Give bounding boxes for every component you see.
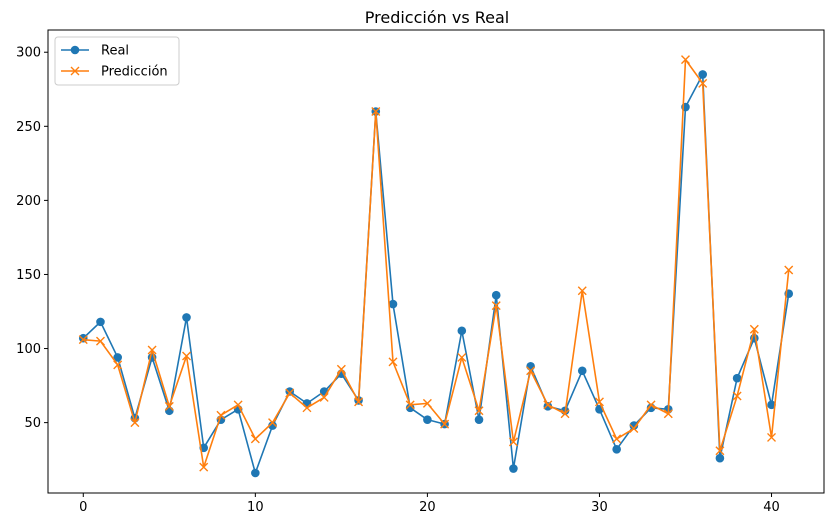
data-point-prediccion	[629, 424, 639, 434]
y-tick-label: 50	[24, 416, 41, 431]
data-point-real	[732, 373, 742, 383]
data-point-real	[698, 70, 707, 79]
x-tick-label: 40	[763, 500, 780, 515]
data-point-prediccion	[147, 345, 157, 355]
data-point-prediccion	[371, 106, 381, 116]
data-point-real	[165, 406, 174, 416]
x-tick-label: 0	[79, 500, 87, 515]
data-point-prediccion	[612, 434, 622, 444]
legend-box	[54, 36, 180, 86]
data-point-prediccion	[594, 397, 604, 407]
series-prediccion	[78, 55, 794, 472]
data-point-prediccion	[250, 434, 260, 444]
data-point-prediccion	[749, 324, 759, 334]
data-point-real	[423, 415, 432, 424]
data-point-prediccion	[474, 406, 484, 416]
data-point-real	[474, 415, 484, 424]
data-point-prediccion	[457, 352, 467, 362]
y-tick-label: 300	[16, 46, 41, 61]
data-point-real	[509, 464, 518, 473]
data-point-real	[543, 402, 553, 411]
data-point-prediccion	[577, 286, 587, 296]
data-point-prediccion	[422, 398, 432, 408]
series-line-prediccion	[83, 58, 790, 468]
y-tick-label: 150	[16, 268, 41, 283]
data-point-prediccion	[732, 391, 742, 401]
data-point-prediccion	[302, 403, 312, 413]
data-point-real	[612, 444, 621, 454]
data-point-prediccion	[199, 462, 209, 472]
x-tick-label: 30	[591, 500, 608, 515]
legend-item-prediccion: Predicción	[61, 65, 168, 80]
data-point-prediccion	[663, 409, 673, 419]
data-point-real	[96, 317, 105, 327]
data-point-real	[78, 333, 88, 343]
data-point-prediccion	[354, 397, 364, 407]
data-point-prediccion	[698, 78, 708, 88]
data-point-prediccion	[233, 400, 243, 410]
data-point-real	[629, 421, 639, 430]
series-layer	[78, 55, 794, 478]
data-point-real	[577, 366, 587, 376]
data-point-prediccion	[268, 418, 278, 428]
data-point-real	[405, 403, 415, 413]
y-tick-label: 100	[16, 342, 41, 357]
data-point-prediccion	[784, 265, 794, 275]
x-tick-label: 10	[247, 500, 264, 515]
legend-marker-prediccion	[70, 66, 80, 76]
y-tick-label: 200	[16, 194, 41, 209]
data-point-prediccion	[113, 360, 123, 370]
data-point-prediccion	[715, 446, 725, 456]
data-point-prediccion	[508, 437, 518, 447]
y-axis: 50 100 150 200 250 300	[16, 46, 48, 431]
axes-frame	[47, 29, 825, 494]
data-point-prediccion	[285, 388, 295, 398]
data-point-prediccion	[216, 410, 226, 420]
data-point-real	[388, 299, 398, 309]
legend-label-real: Real	[101, 44, 129, 59]
data-point-prediccion	[164, 401, 174, 411]
legend: Real Predicción	[54, 36, 180, 86]
data-point-prediccion	[78, 335, 88, 345]
data-point-real	[491, 290, 501, 300]
data-point-real	[767, 400, 776, 410]
data-point-prediccion	[182, 351, 192, 361]
plot-area: 0 10 20 30 40 50 100 150 200 250 300	[16, 29, 825, 515]
data-point-prediccion	[95, 336, 105, 346]
data-point-real	[457, 326, 467, 336]
legend-label-prediccion: Predicción	[101, 65, 168, 80]
data-point-prediccion	[405, 400, 415, 410]
data-point-prediccion	[646, 400, 656, 410]
data-point-real	[113, 353, 122, 362]
data-point-real	[715, 453, 725, 463]
y-tick-label: 250	[16, 120, 41, 135]
data-point-prediccion	[336, 364, 346, 374]
chart-title: Predicción vs Real	[365, 8, 509, 27]
data-point-prediccion	[560, 409, 570, 419]
data-point-real	[526, 362, 535, 371]
data-point-real	[251, 468, 260, 478]
x-tick-label: 20	[419, 500, 436, 515]
x-axis: 0 10 20 30 40	[79, 493, 780, 515]
legend-marker-real	[70, 45, 80, 55]
legend-items: Real Predicción	[61, 44, 168, 80]
data-point-real	[182, 313, 191, 322]
data-point-prediccion	[526, 366, 536, 376]
data-point-prediccion	[491, 301, 501, 311]
data-point-prediccion	[388, 357, 398, 367]
data-point-prediccion	[767, 432, 777, 442]
data-point-prediccion	[319, 392, 329, 402]
legend-item-real: Real	[61, 44, 129, 59]
data-point-prediccion	[680, 55, 690, 65]
data-point-prediccion	[130, 418, 140, 428]
data-point-prediccion	[440, 419, 450, 429]
data-point-real	[268, 421, 277, 430]
data-point-real	[285, 387, 295, 396]
data-point-prediccion	[543, 400, 553, 410]
